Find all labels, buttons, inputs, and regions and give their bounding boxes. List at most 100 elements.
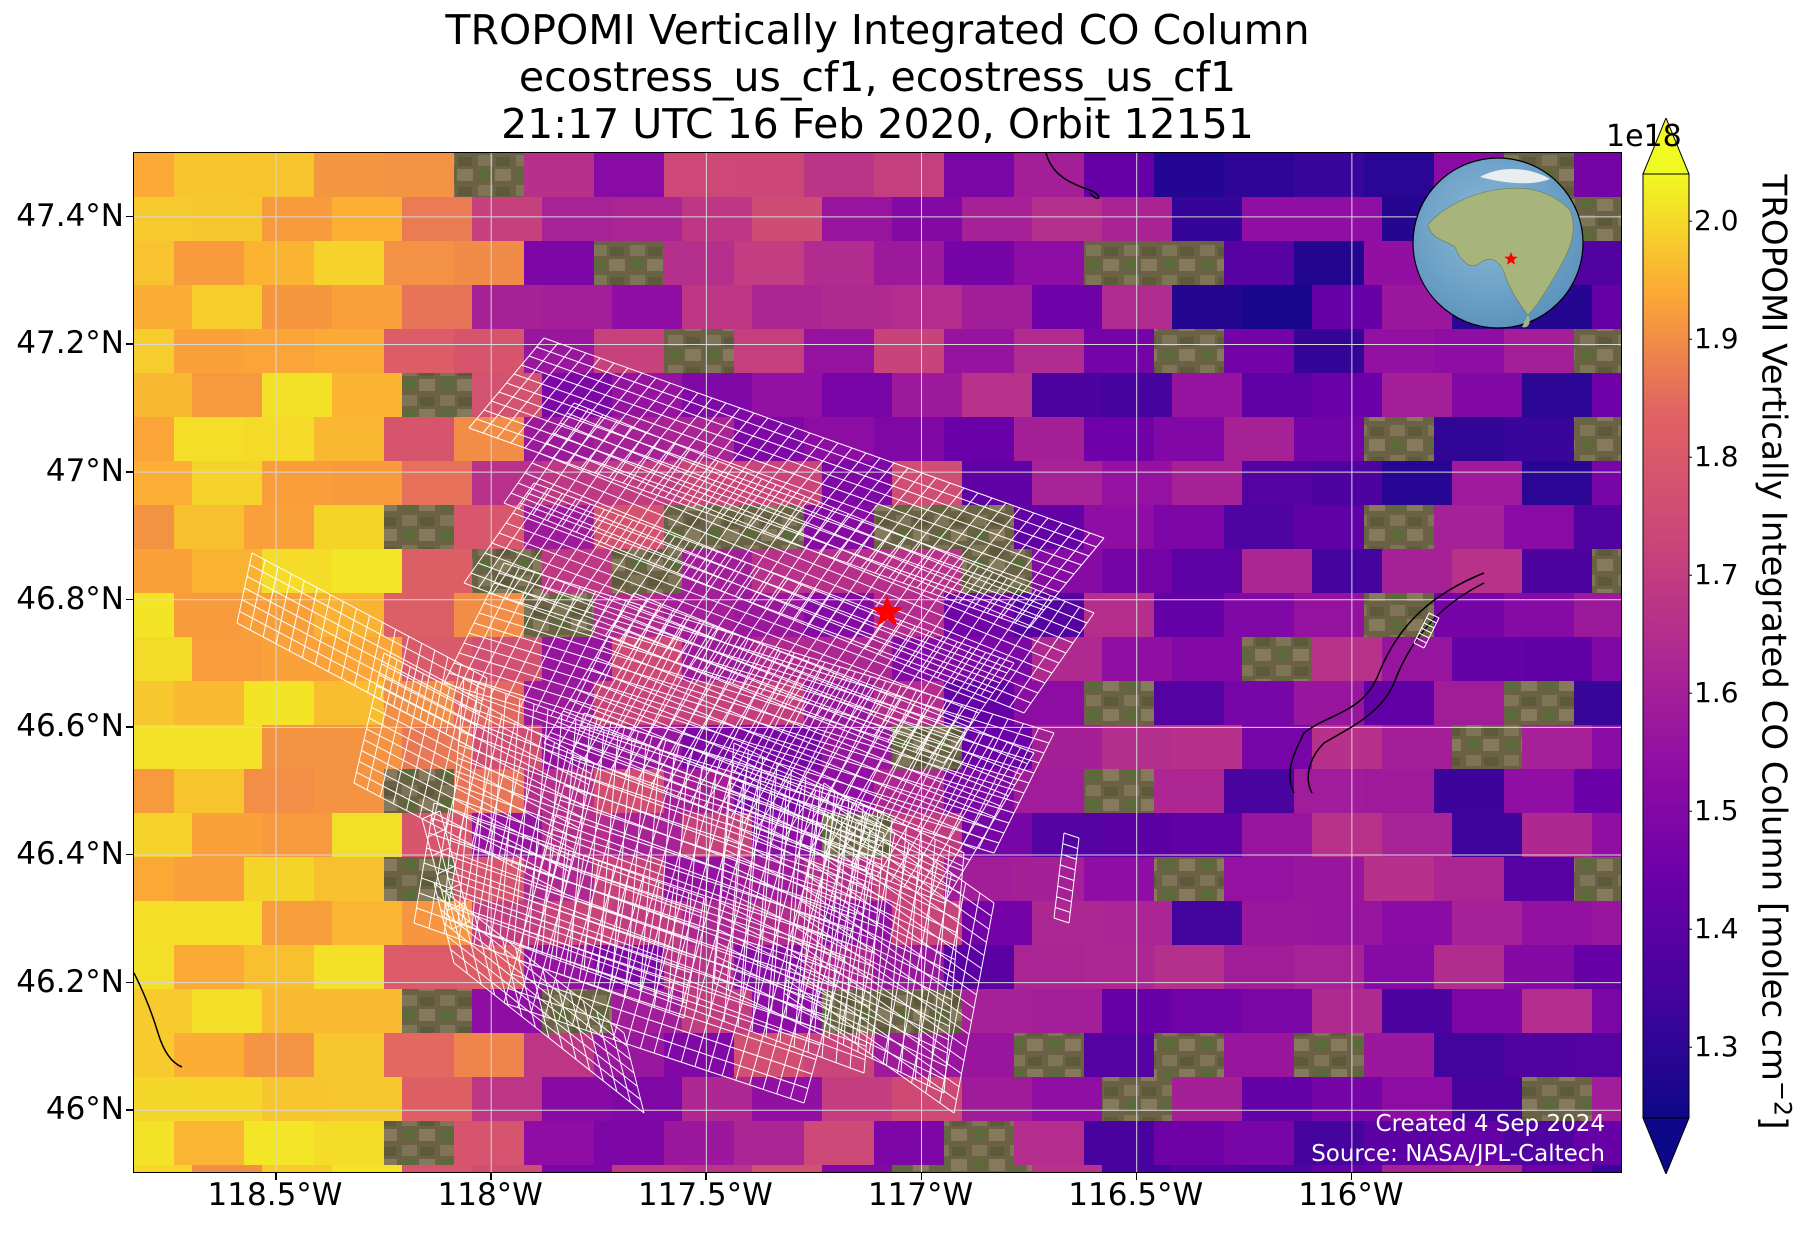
tropomi-pixel bbox=[134, 725, 192, 769]
x-tick-mark bbox=[705, 1173, 707, 1180]
tropomi-pixel bbox=[1014, 945, 1084, 989]
tropomi-pixel bbox=[1434, 1033, 1504, 1077]
tropomi-pixel bbox=[1172, 989, 1242, 1033]
tropomi-pixel bbox=[822, 373, 892, 417]
tropomi-pixel bbox=[1434, 857, 1504, 901]
tropomi-pixel bbox=[134, 813, 192, 857]
tropomi-pixel bbox=[402, 285, 472, 329]
tropomi-pixel bbox=[804, 1121, 874, 1165]
tropomi-pixel bbox=[472, 637, 542, 681]
tropomi-pixel bbox=[332, 725, 402, 769]
tropomi-pixel bbox=[1014, 417, 1084, 461]
tropomi-pixel bbox=[1312, 813, 1382, 857]
tropomi-pixel bbox=[472, 1077, 542, 1121]
tropomi-pixel bbox=[472, 285, 542, 329]
tropomi-pixel bbox=[542, 1077, 612, 1121]
tropomi-pixel bbox=[1154, 153, 1224, 197]
tropomi-pixel bbox=[1592, 637, 1621, 681]
tropomi-pixel bbox=[1224, 153, 1294, 197]
tropomi-pixel bbox=[1172, 197, 1242, 241]
tropomi-pixel bbox=[384, 417, 454, 461]
tropomi-pixel bbox=[1592, 373, 1621, 417]
tropomi-pixel bbox=[822, 549, 892, 593]
tropomi-pixel bbox=[192, 1165, 262, 1172]
tropomi-pixel bbox=[612, 1165, 682, 1172]
tropomi-pixel bbox=[332, 197, 402, 241]
tropomi-pixel bbox=[1032, 989, 1102, 1033]
inset-location-marker bbox=[1504, 252, 1518, 265]
tropomi-pixel bbox=[524, 329, 594, 373]
title-line-3: 21:17 UTC 16 Feb 2020, Orbit 12151 bbox=[501, 100, 1254, 148]
tropomi-pixel bbox=[134, 593, 174, 637]
tropomi-pixel bbox=[734, 1033, 804, 1077]
tropomi-pixel bbox=[192, 725, 262, 769]
tropomi-pixel bbox=[1154, 1121, 1224, 1165]
tropomi-pixel bbox=[1452, 637, 1522, 681]
tropomi-pixel bbox=[734, 1121, 804, 1165]
y-tick-label: 46.4°N bbox=[16, 835, 124, 872]
tropomi-pixel bbox=[664, 153, 734, 197]
tropomi-pixel bbox=[1504, 505, 1574, 549]
co-column-map[interactable] bbox=[134, 153, 1622, 1173]
tropomi-pixel bbox=[1014, 241, 1084, 285]
tropomi-pixel bbox=[1224, 681, 1294, 725]
tropomi-pixel bbox=[1242, 989, 1312, 1033]
tropomi-pixel bbox=[612, 1077, 682, 1121]
tropomi-pixel bbox=[1172, 285, 1242, 329]
globe-icon bbox=[1412, 157, 1584, 329]
tropomi-pixel bbox=[752, 1077, 822, 1121]
tropomi-pixel bbox=[1294, 505, 1364, 549]
tropomi-pixel bbox=[192, 1077, 262, 1121]
ecostress-swath bbox=[503, 402, 1095, 714]
tropomi-pixel bbox=[1312, 197, 1382, 241]
tropomi-pixel bbox=[542, 373, 612, 417]
tropomi-pixel bbox=[752, 1165, 822, 1172]
tropomi-pixel bbox=[134, 417, 174, 461]
tropomi-pixel bbox=[314, 769, 384, 813]
colorbar-tick-label: 1.9 bbox=[1694, 322, 1739, 356]
tropomi-pixel bbox=[134, 285, 192, 329]
target-location-star bbox=[870, 595, 904, 627]
tropomi-pixel bbox=[1522, 373, 1592, 417]
tropomi-pixel bbox=[594, 153, 664, 197]
tropomi-pixel bbox=[1154, 945, 1224, 989]
tropomi-pixel bbox=[134, 505, 174, 549]
tropomi-pixel bbox=[244, 945, 314, 989]
tropomi-pixel bbox=[174, 769, 244, 813]
tropomi-pixel bbox=[244, 153, 314, 197]
tropomi-pixel bbox=[962, 197, 1032, 241]
tropomi-pixel bbox=[1504, 329, 1574, 373]
tropomi-pixel bbox=[192, 373, 262, 417]
y-tick-label: 47.2°N bbox=[16, 325, 124, 362]
tropomi-pixel bbox=[134, 769, 174, 813]
tropomi-pixel bbox=[1084, 1121, 1154, 1165]
tropomi-pixel bbox=[134, 373, 192, 417]
tropomi-pixel bbox=[1032, 197, 1102, 241]
tropomi-pixel bbox=[1224, 1121, 1294, 1165]
ecostress-swath bbox=[421, 810, 471, 930]
y-tick-mark bbox=[126, 471, 133, 473]
tropomi-pixel bbox=[1014, 769, 1084, 813]
tropomi-pixel bbox=[1382, 901, 1452, 945]
tropomi-pixel bbox=[752, 285, 822, 329]
tropomi-pixel bbox=[594, 1121, 664, 1165]
tropomi-pixel bbox=[542, 1165, 612, 1172]
tropomi-pixel bbox=[1172, 1165, 1242, 1172]
tropomi-pixel bbox=[1364, 1033, 1434, 1077]
tropomi-pixel bbox=[822, 1165, 892, 1172]
x-tick-label: 116.5°W bbox=[1068, 1177, 1204, 1213]
tropomi-pixel bbox=[134, 901, 192, 945]
tropomi-pixel bbox=[174, 417, 244, 461]
tropomi-pixel bbox=[174, 593, 244, 637]
tropomi-pixel bbox=[262, 637, 332, 681]
tropomi-pixel bbox=[1364, 769, 1434, 813]
tropomi-pixel bbox=[1452, 461, 1522, 505]
tropomi-pixel bbox=[134, 857, 174, 901]
tropomi-pixel bbox=[1242, 549, 1312, 593]
tropomi-pixel bbox=[1084, 945, 1154, 989]
tropomi-pixel bbox=[244, 329, 314, 373]
tropomi-pixel bbox=[524, 241, 594, 285]
map-panel[interactable]: Created 4 Sep 2024 Source: NASA/JPL-Calt… bbox=[133, 152, 1622, 1173]
tropomi-pixel bbox=[1172, 461, 1242, 505]
tropomi-pixel bbox=[1312, 901, 1382, 945]
